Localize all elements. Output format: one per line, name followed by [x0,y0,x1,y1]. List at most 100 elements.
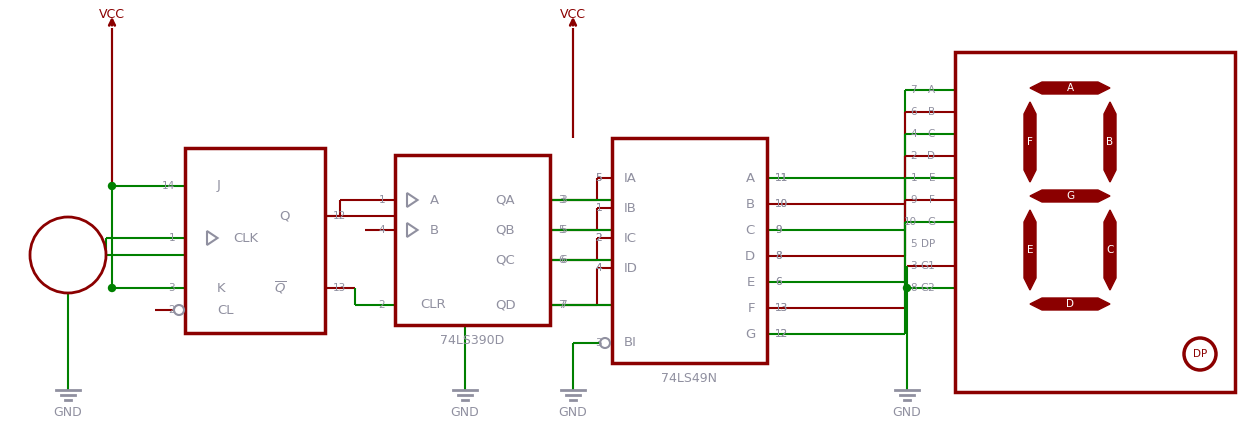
Text: 2: 2 [595,233,602,243]
Text: E: E [746,275,755,288]
Text: CL: CL [217,303,233,316]
Polygon shape [207,231,217,245]
Text: 2: 2 [910,151,917,161]
Text: 5: 5 [595,173,602,183]
Text: D: D [1066,299,1075,309]
Text: 10: 10 [904,217,917,227]
Text: 13: 13 [333,283,346,293]
Text: B: B [746,198,755,211]
Text: 6: 6 [910,107,917,117]
Text: 8: 8 [910,283,917,293]
Text: 12: 12 [333,211,346,221]
Text: 3: 3 [595,338,602,348]
Text: 11: 11 [775,173,789,183]
Text: G2: G2 [920,283,935,293]
Text: 3: 3 [558,195,564,205]
Text: A: A [1067,83,1073,93]
Text: 1: 1 [595,203,602,213]
Text: 14: 14 [162,181,175,191]
Text: G1: G1 [920,261,935,271]
Text: 4: 4 [910,129,917,139]
Text: 7: 7 [560,300,567,310]
Text: 6: 6 [775,277,781,287]
Circle shape [173,305,183,315]
Text: D: D [927,151,935,161]
Text: F: F [748,302,755,314]
Circle shape [904,285,911,291]
Polygon shape [1104,102,1116,182]
Text: DP: DP [1193,349,1207,359]
Text: GND: GND [54,406,82,418]
Text: Q: Q [280,209,291,222]
Text: GND: GND [451,406,479,418]
Text: VCC: VCC [99,8,125,20]
Text: C: C [746,223,755,236]
Text: 4: 4 [378,225,384,235]
Polygon shape [1030,82,1109,94]
Text: 9: 9 [775,225,781,235]
Text: 12: 12 [775,329,789,339]
Circle shape [109,285,116,291]
Text: ID: ID [624,261,638,275]
Text: 9: 9 [910,195,917,205]
Text: 5: 5 [910,239,917,249]
Polygon shape [1025,102,1036,182]
Text: 8: 8 [775,251,781,261]
Text: K: K [217,281,226,294]
Circle shape [30,217,106,293]
Text: 13: 13 [775,303,789,313]
Text: 7: 7 [558,300,564,310]
Text: BI: BI [624,337,636,349]
Text: 3: 3 [910,261,917,271]
Text: IC: IC [624,231,636,244]
Text: 12: 12 [775,329,789,339]
Text: A: A [431,193,439,206]
Text: 2: 2 [595,233,602,243]
Text: 8: 8 [775,251,781,261]
Text: C: C [1106,245,1113,255]
Text: QC: QC [495,253,514,266]
Text: 9: 9 [775,225,781,235]
Text: G: G [927,217,935,227]
Text: 13: 13 [775,303,789,313]
Text: G: G [745,327,755,341]
Text: $\overline{Q}$: $\overline{Q}$ [273,280,286,296]
Text: D: D [745,250,755,263]
Bar [612,138,768,363]
Text: 5: 5 [558,225,564,235]
Polygon shape [1030,190,1109,202]
Text: B: B [1107,137,1113,147]
Text: 1: 1 [378,195,384,205]
Text: 1: 1 [595,203,602,213]
Text: 6: 6 [558,255,564,265]
Text: 4: 4 [595,263,602,273]
Text: 3: 3 [168,283,175,293]
Text: 7: 7 [910,85,917,95]
Text: GND: GND [559,406,588,418]
Polygon shape [1104,210,1116,290]
Text: A: A [927,85,935,95]
Text: VCC: VCC [560,8,587,20]
Text: 6: 6 [775,277,781,287]
Text: 5: 5 [560,225,567,235]
Text: J: J [217,179,221,192]
Text: 2: 2 [378,300,384,310]
Text: 5: 5 [595,173,602,183]
Circle shape [1184,338,1216,370]
Text: CLR: CLR [421,299,446,311]
Text: QD: QD [495,299,515,311]
Polygon shape [407,193,418,207]
Text: IA: IA [624,171,636,184]
Text: QB: QB [495,223,514,236]
Text: E: E [1027,245,1033,255]
Polygon shape [1030,298,1109,310]
Text: E: E [929,173,935,183]
Text: F: F [1027,137,1033,147]
Text: 74LS49N: 74LS49N [661,373,718,385]
Text: GND: GND [892,406,921,418]
Text: DP: DP [921,239,935,249]
Text: 74LS390D: 74LS390D [441,335,504,348]
Text: 1: 1 [168,233,175,243]
Text: 4: 4 [595,263,602,273]
Text: A: A [746,171,755,184]
